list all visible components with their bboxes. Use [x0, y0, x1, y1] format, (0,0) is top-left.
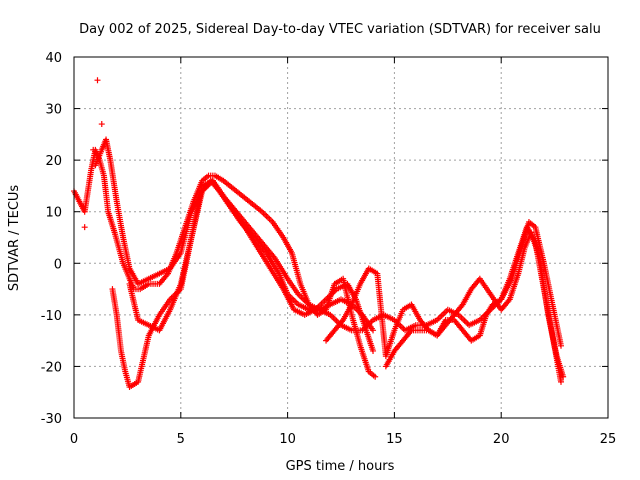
y-tick-label: 10: [45, 206, 62, 221]
data-point: [370, 347, 377, 354]
data-point: [90, 146, 97, 153]
axis-ticks: 0 5 10 15 20 25 -30 -20 -10 0 10 20 30 40: [41, 51, 617, 447]
y-tick-label: -10: [41, 309, 62, 324]
data-point: [560, 373, 567, 380]
data-point: [372, 373, 379, 380]
series-track-f: [382, 224, 565, 385]
data-point: [370, 327, 377, 334]
y-tick-label: -30: [41, 412, 62, 427]
data-points: [71, 77, 567, 391]
data-point: [94, 77, 101, 84]
series-outliers: [81, 77, 105, 231]
chart-title: Day 002 of 2025, Sidereal Day-to-day VTE…: [79, 22, 601, 37]
x-tick-label: 25: [600, 432, 617, 447]
y-tick-label: 20: [45, 154, 62, 169]
y-tick-label: -20: [41, 360, 62, 375]
x-tick-label: 10: [279, 432, 296, 447]
y-tick-label: 30: [45, 103, 62, 118]
y-tick-label: 40: [45, 51, 62, 66]
x-axis-label: GPS time / hours: [286, 459, 395, 474]
x-tick-label: 0: [70, 432, 78, 447]
x-tick-label: 15: [386, 432, 403, 447]
series-track-a: [71, 146, 379, 380]
x-tick-label: 20: [493, 432, 510, 447]
data-point: [558, 342, 565, 349]
y-axis-label: SDTVAR / TECUs: [7, 185, 22, 292]
data-point: [98, 121, 105, 128]
y-tick-label: 0: [54, 257, 62, 272]
data-point: [558, 378, 565, 385]
data-point: [81, 224, 88, 231]
x-tick-label: 5: [177, 432, 185, 447]
grid-lines: [74, 57, 608, 418]
plot-frame: [73, 56, 609, 419]
